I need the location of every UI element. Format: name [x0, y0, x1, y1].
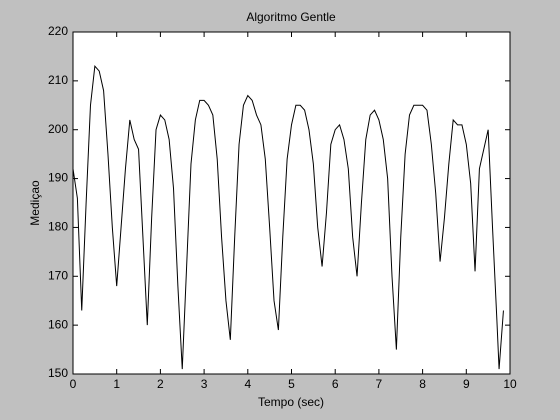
x-tick-label: 5 [288, 377, 295, 391]
chart-title: Algoritmo Gentle [246, 10, 336, 24]
y-tick-label: 170 [48, 268, 68, 282]
x-tick-label: 8 [419, 377, 426, 391]
x-tick-label: 0 [70, 377, 77, 391]
plot-area [72, 31, 511, 375]
x-tick-label: 3 [201, 377, 208, 391]
x-tick-label: 9 [463, 377, 470, 391]
y-axis-label: Mediçao [28, 180, 42, 226]
y-tick-label: 220 [48, 24, 68, 38]
x-tick-label: 2 [157, 377, 164, 391]
y-tick-label: 210 [48, 73, 68, 87]
x-tick-label: 4 [244, 377, 251, 391]
x-axis-label: Tempo (sec) [258, 395, 324, 409]
y-tick-label: 180 [48, 220, 68, 234]
data-line [72, 65, 504, 370]
x-tick-label: 10 [503, 377, 517, 391]
y-tick-label: 200 [48, 122, 68, 136]
y-tick-label: 160 [48, 317, 68, 331]
y-tick-label: 190 [48, 171, 68, 185]
x-tick-label: 7 [376, 377, 383, 391]
y-tick-label: 150 [48, 366, 68, 380]
x-tick-label: 6 [332, 377, 339, 391]
x-tick-label: 1 [113, 377, 120, 391]
